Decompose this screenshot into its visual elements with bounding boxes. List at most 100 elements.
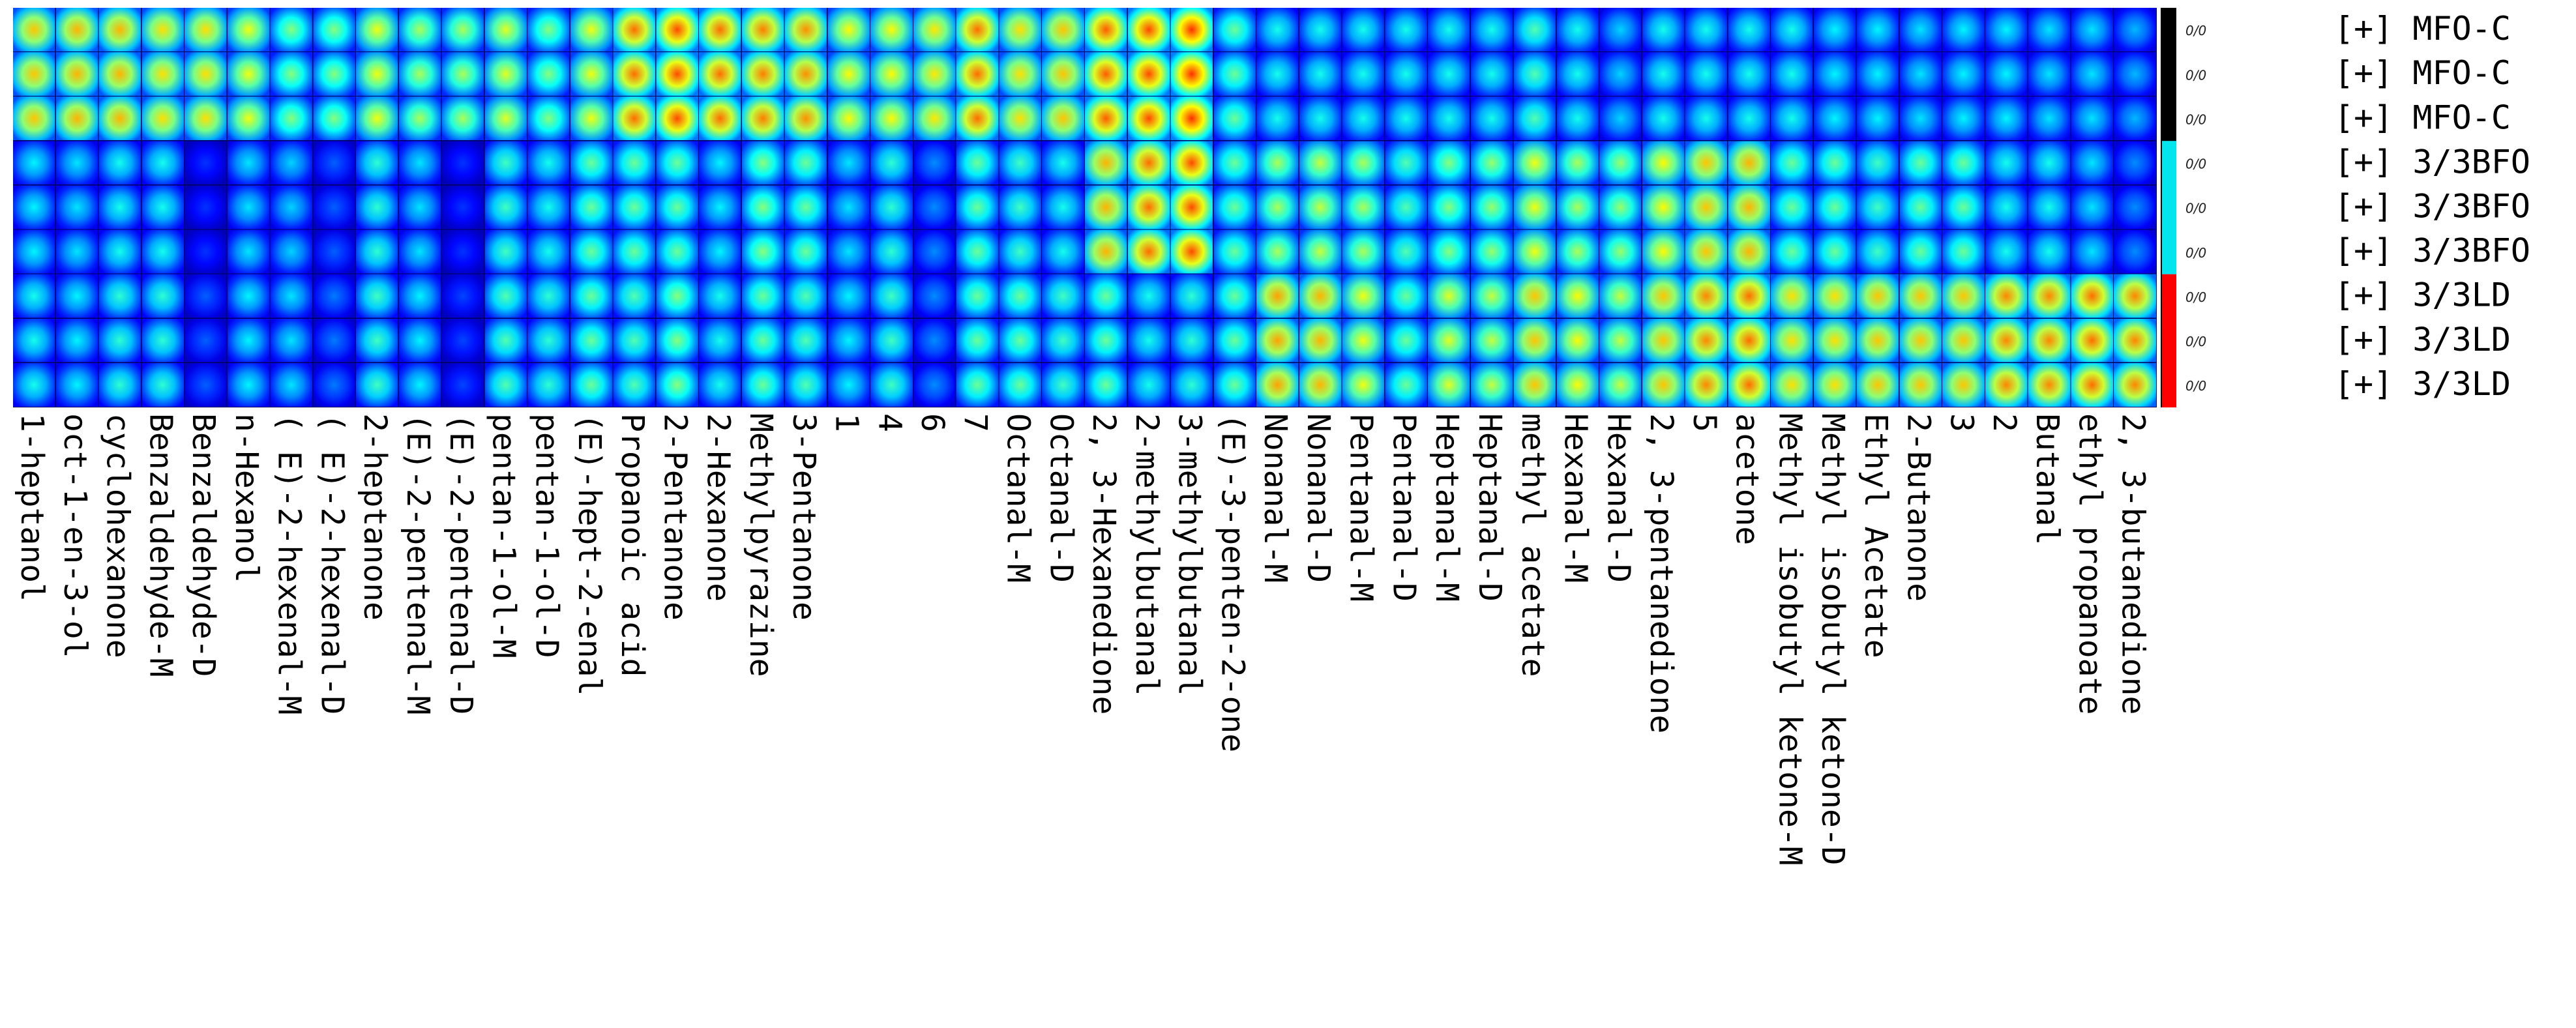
column-labels: 1-heptanol oct-1-en-3-ol cyclohexanone Benz…: [14, 413, 2151, 866]
column-label: oct-1-en-3-ol: [57, 413, 93, 658]
heatmap-cell: [1299, 362, 1342, 407]
heatmap-cell: [956, 274, 999, 318]
heatmap-cell: [741, 96, 784, 141]
heatmap-cell: [1342, 96, 1385, 141]
heatmap-cell: [2071, 141, 2114, 185]
heatmap-cell: [1085, 318, 1127, 362]
heatmap-cell: [484, 96, 527, 141]
heatmap-cell: [13, 362, 55, 407]
heatmap-cell: [1985, 185, 2028, 229]
heatmap-cell: [656, 96, 698, 141]
heatmap-cell: [999, 274, 1042, 318]
heatmap-cell: [55, 229, 98, 274]
heatmap-cell: [13, 141, 55, 185]
heatmap-cell: [1213, 318, 1256, 362]
heatmap-cell: [1085, 229, 1127, 274]
heatmap-cell: [1385, 229, 1427, 274]
heatmap-cell: [1428, 8, 1470, 51]
heatmap-cell: [1599, 362, 1642, 407]
heatmap-cell: [141, 52, 184, 96]
heatmap-cell: [1856, 318, 1899, 362]
column-label: 2, 3-Hexanedione: [1086, 413, 1122, 714]
heatmap-cell: [2028, 362, 2071, 407]
heatmap-cell: [1556, 318, 1599, 362]
heatmap-cell: [1256, 141, 1299, 185]
heatmap-cell: [956, 185, 999, 229]
heatmap-cell: [913, 274, 956, 318]
heatmap-cell: [1813, 8, 1856, 51]
heatmap-cell: [699, 362, 741, 407]
heatmap-cell: [1642, 141, 1685, 185]
heatmap-cell: [527, 362, 570, 407]
heatmap-cell: [1685, 96, 1728, 141]
heatmap-cell: [1899, 229, 1942, 274]
heatmap-cell: [1470, 274, 1513, 318]
heatmap-cell: [827, 141, 870, 185]
heatmap-cell: [2028, 318, 2071, 362]
heatmap-cell: [570, 52, 613, 96]
heatmap-cell: [1513, 274, 1556, 318]
heatmap-cell: [398, 229, 441, 274]
heatmap-cell: [2071, 8, 2114, 51]
heatmap-cell: [1942, 8, 1985, 51]
column-label: 2, 3-butanedione: [2114, 413, 2151, 714]
heatmap-cell: [1985, 274, 2028, 318]
column-label: Benzaldehyde-M: [142, 413, 179, 677]
heatmap-cell: [227, 8, 270, 51]
row-label: [+] MFO-C: [2334, 54, 2511, 92]
heatmap-cell: [141, 362, 184, 407]
heatmap-cell: [356, 185, 398, 229]
heatmap-cell: [98, 274, 141, 318]
column-label: Nonanal-M: [1257, 413, 1294, 583]
column-label: pentan-1-ol-M: [486, 413, 522, 658]
heatmap-cell: [441, 362, 484, 407]
group-labels: 0/0 0/0 0/0 0/0 0/0 0/0 0/0 0/0 0/0: [2185, 23, 2206, 394]
heatmap-cell: [2071, 229, 2114, 274]
heatmap-cell: [55, 318, 98, 362]
heatmap-cell: [2028, 274, 2071, 318]
heatmap-cell: [999, 52, 1042, 96]
heatmap-cell: [870, 8, 913, 51]
heatmap-cell: [613, 96, 656, 141]
heatmap-cell: [1728, 96, 1770, 141]
heatmap-cell: [1642, 185, 1685, 229]
heatmap-cell: [1513, 185, 1556, 229]
heatmap-cell: [2071, 52, 2114, 96]
heatmap-cell: [185, 318, 227, 362]
heatmap-cell: [484, 229, 527, 274]
heatmap-cell: [55, 141, 98, 185]
heatmap-cell: [1556, 229, 1599, 274]
heatmap-cell: [1127, 229, 1170, 274]
heatmap-cell: [270, 229, 313, 274]
heatmap-cell: [570, 8, 613, 51]
heatmap-cell: [1813, 362, 1856, 407]
heatmap-cell: [1085, 96, 1127, 141]
heatmap-cell: [741, 52, 784, 96]
heatmap-cell: [913, 52, 956, 96]
heatmap-cell: [1256, 274, 1299, 318]
column-label: Heptanal-M: [1429, 413, 1465, 602]
heatmap-cell: [699, 52, 741, 96]
heatmap-cell: [784, 229, 827, 274]
heatmap-cell: [1470, 318, 1513, 362]
heatmap-cell: [1470, 8, 1513, 51]
heatmap-cell: [98, 8, 141, 51]
group-color-block: [2162, 274, 2176, 407]
heatmap-cell: [913, 185, 956, 229]
heatmap-cell: [827, 229, 870, 274]
heatmap-cell: [141, 96, 184, 141]
heatmap-cell: [1556, 8, 1599, 51]
heatmap-cell: [441, 52, 484, 96]
heatmap-cell: [313, 362, 355, 407]
heatmap-cell: [1127, 52, 1170, 96]
heatmap-cell: [185, 141, 227, 185]
heatmap-cell: [2028, 185, 2071, 229]
group-color-block: [2162, 8, 2176, 141]
column-label: Pentanal-M: [1343, 413, 1380, 602]
heatmap-cell: [1342, 141, 1385, 185]
heatmap-cell: [313, 229, 355, 274]
heatmap-cell: [185, 96, 227, 141]
heatmap-cell: [55, 52, 98, 96]
heatmap-cell: [141, 229, 184, 274]
heatmap-cell: [1556, 52, 1599, 96]
